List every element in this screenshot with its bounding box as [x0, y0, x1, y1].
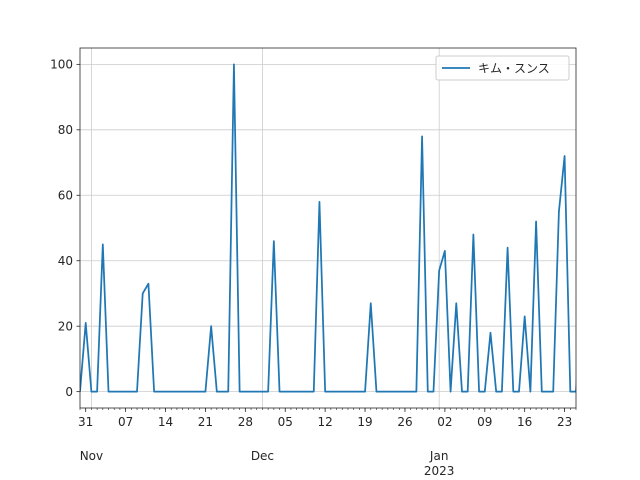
- y-tick-label: 100: [50, 58, 73, 72]
- y-axis: 0 20 40 60 80 100: [50, 58, 80, 399]
- y-tick-label: 60: [58, 188, 73, 202]
- series-line: [80, 63, 576, 393]
- series-layer: [80, 63, 576, 393]
- x-year-label: 2023: [424, 464, 455, 478]
- x-tick-label: 23: [557, 415, 572, 429]
- x-tick-label: 31: [78, 415, 93, 429]
- legend-label: キム・スンス: [478, 62, 550, 76]
- y-tick-label: 0: [65, 385, 73, 399]
- x-month-label: Dec: [251, 449, 274, 463]
- x-month-label: Nov: [80, 449, 103, 463]
- x-tick-label: 21: [198, 415, 213, 429]
- x-tick-label: 07: [118, 415, 133, 429]
- x-tick-label: 09: [477, 415, 492, 429]
- x-tick-label: 28: [238, 415, 253, 429]
- plot-frame: [79, 47, 577, 409]
- y-tick-label: 20: [58, 319, 73, 333]
- y-tick-label: 80: [58, 123, 73, 137]
- y-tick-label: 40: [58, 254, 73, 268]
- x-tick-label: 12: [318, 415, 333, 429]
- x-tick-label: 05: [278, 415, 293, 429]
- x-tick-label: 16: [517, 415, 532, 429]
- x-tick-label: 02: [437, 415, 452, 429]
- x-tick-label: 14: [158, 415, 173, 429]
- x-tick-label: 19: [357, 415, 372, 429]
- legend: キム・スンス: [435, 55, 570, 81]
- x-month-label: Jan: [429, 449, 449, 463]
- x-tick-label: 26: [397, 415, 412, 429]
- legend-frame: [435, 55, 570, 81]
